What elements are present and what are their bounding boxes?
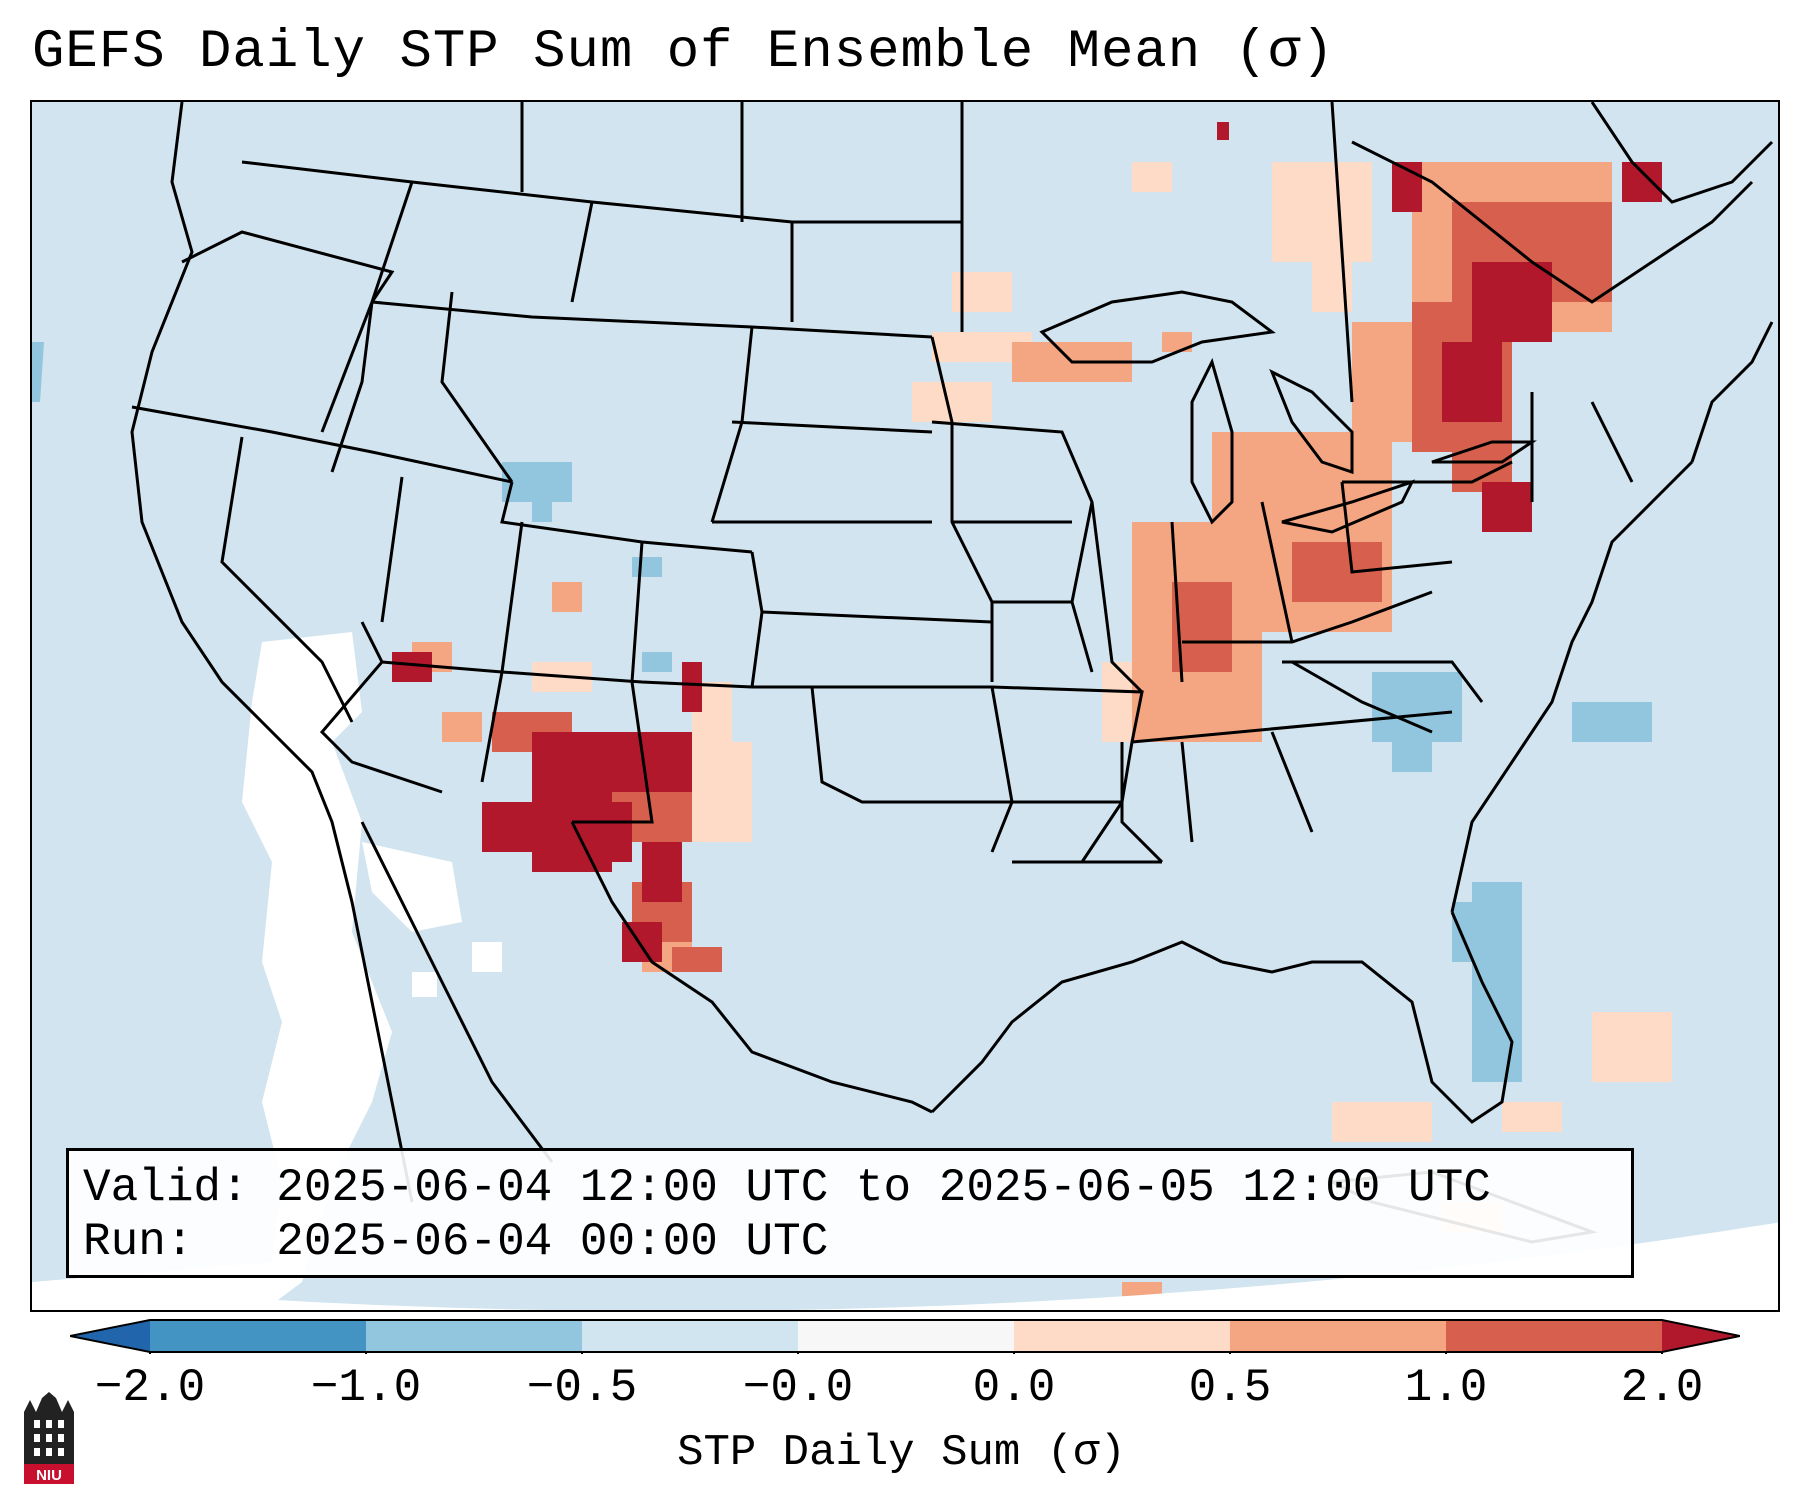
colorbar-bin-7 — [1446, 1320, 1662, 1352]
colorbar-bin-3 — [582, 1320, 798, 1352]
colorbar-tick-label: 0.5 — [1188, 1362, 1272, 1414]
colorbar-over-arrow — [1662, 1320, 1740, 1352]
colorbar-under-arrow — [70, 1320, 150, 1352]
map-panel — [30, 100, 1780, 1312]
niu-logo-text: NIU — [36, 1467, 62, 1484]
colorbar-tick-label: −0.0 — [742, 1362, 854, 1414]
neutral-region-southwest — [32, 632, 502, 1310]
colorbar-bin-6 — [1230, 1320, 1446, 1352]
colorbar-bin-4 — [798, 1320, 1014, 1352]
province-boundaries — [241, 102, 1354, 433]
colorbar-tick-label: 1.0 — [1404, 1362, 1488, 1414]
niu-logo: NIU — [24, 1392, 74, 1484]
colorbar-tick-label: −2.0 — [94, 1362, 206, 1414]
colorbar-label: STP Daily Sum (σ) — [677, 1428, 1126, 1478]
run-time-line: Run: 2025-06-04 00:00 UTC — [83, 1216, 829, 1268]
colorbar-bin-5 — [1014, 1320, 1230, 1352]
positive-anomaly-extreme — [392, 122, 1712, 1310]
colorbar-tick-label: −0.5 — [526, 1362, 638, 1414]
valid-time-line: Valid: 2025-06-04 12:00 UTC to 2025-06-0… — [83, 1162, 1491, 1214]
globe-edge — [32, 1222, 1778, 1310]
map-title: GEFS Daily STP Sum of Ensemble Mean (σ) — [32, 22, 1335, 83]
valid-run-info-box: Valid: 2025-06-04 12:00 UTC to 2025-06-0… — [66, 1148, 1634, 1278]
state-boundaries — [131, 230, 1634, 864]
colorbar-bin-1 — [150, 1320, 366, 1352]
colorbar-bin-2 — [366, 1320, 582, 1352]
colorbar — [70, 1319, 1740, 1354]
colorbar-tick-label: 2.0 — [1620, 1362, 1704, 1414]
map-canvas — [32, 102, 1778, 1310]
colorbar-tick-label: −1.0 — [310, 1362, 422, 1414]
colorbar-tick-label: 0.0 — [972, 1362, 1056, 1414]
coastlines — [130, 102, 1774, 1244]
colorbar-ticks — [149, 1352, 1663, 1354]
